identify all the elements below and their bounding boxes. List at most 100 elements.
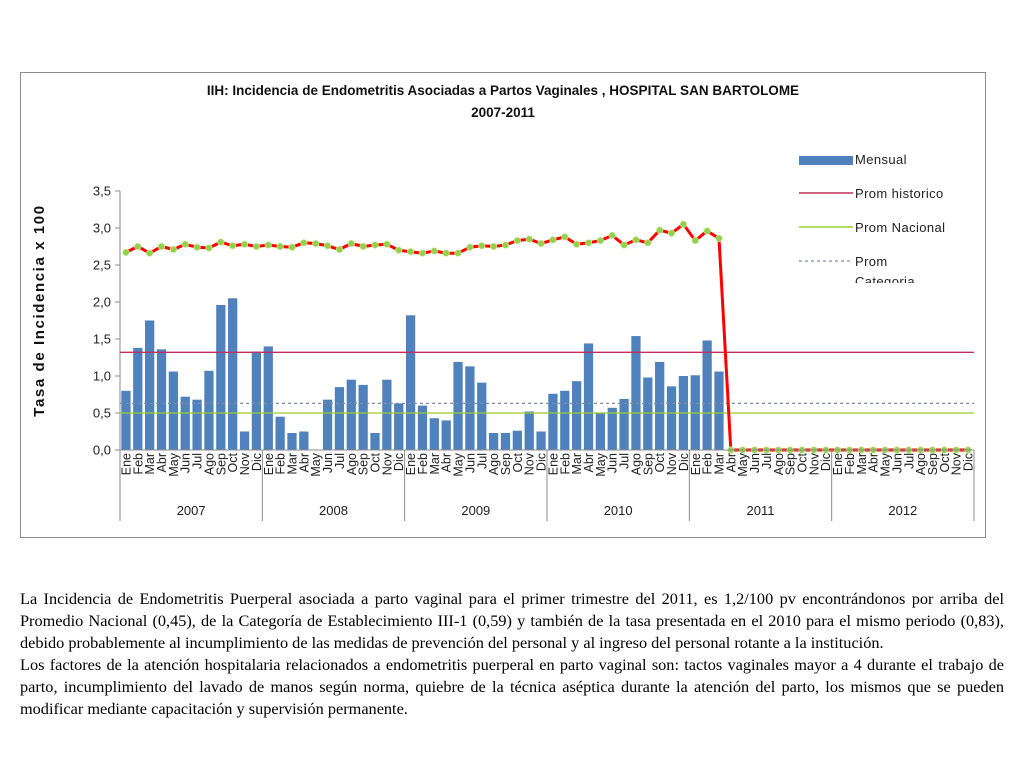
cumulative-rate-marker xyxy=(347,239,355,248)
bar-mensual xyxy=(702,340,712,450)
cumulative-rate-marker xyxy=(300,239,308,247)
bar-mensual xyxy=(228,298,238,450)
x-tick-label-month: Feb xyxy=(558,453,572,475)
cumulative-rate-marker xyxy=(395,246,403,254)
chart-title-line-2: 2007-2011 xyxy=(471,105,535,120)
y-tick-label: 3,5 xyxy=(93,184,111,199)
cumulative-rate-marker xyxy=(157,242,166,251)
x-tick-label-month: Nov xyxy=(950,452,964,475)
cumulative-rate-marker xyxy=(620,241,628,249)
x-tick-label-month: Ago xyxy=(914,453,928,475)
bar-mensual xyxy=(192,399,202,450)
x-tick-label-month: Sep xyxy=(641,453,655,475)
x-tick-label-month: Ago xyxy=(345,453,359,475)
cumulative-rate-marker xyxy=(667,229,676,237)
bar-mensual xyxy=(714,371,724,450)
description-paragraph-1: La Incidencia de Endometritis Puerperal … xyxy=(20,589,1004,652)
cumulative-rate-marker xyxy=(442,249,450,257)
x-tick-label-month: Mar xyxy=(713,453,727,475)
x-tick-label-month: Abr xyxy=(440,453,454,472)
bar-mensual xyxy=(453,361,463,450)
x-tick-label-month: Nov xyxy=(238,452,252,475)
cumulative-rate-marker xyxy=(276,242,284,251)
x-tick-label-year: 2012 xyxy=(888,503,917,518)
cumulative-rate-marker xyxy=(406,248,415,256)
cumulative-rate-marker xyxy=(335,245,344,254)
cumulative-rate-marker xyxy=(596,236,604,245)
x-tick-label-month: Oct xyxy=(938,452,952,472)
y-axis-label: Tasa de Incidencia x 100 xyxy=(31,204,48,416)
chart-title-line-1: IIH: Incidencia de Endometritis Asociada… xyxy=(207,83,799,98)
cumulative-rate-marker xyxy=(359,242,367,251)
x-tick-label-month: Jul xyxy=(475,453,489,469)
y-tick-label: 0,5 xyxy=(93,406,111,421)
x-tick-label-month: Jul xyxy=(760,453,774,469)
cumulative-rate-marker xyxy=(122,248,130,257)
x-tick-label-month: Feb xyxy=(131,453,145,475)
legend-swatch-mensual xyxy=(799,156,853,165)
x-tick-label-month: Ene xyxy=(546,453,560,475)
cumulative-rate-marker xyxy=(490,242,498,251)
cumulative-rate-marker xyxy=(169,245,177,254)
x-tick-label-month: Ene xyxy=(119,453,133,475)
bar-mensual xyxy=(500,432,511,450)
x-tick-label-month: Abr xyxy=(297,453,311,472)
cumulative-rate-marker xyxy=(608,231,616,239)
bar-mensual xyxy=(394,403,404,450)
legend-label-prom-nacional: Prom Nacional xyxy=(855,220,945,235)
bar-mensual xyxy=(145,320,155,450)
bar-mensual xyxy=(299,431,309,450)
cumulative-rate-marker xyxy=(146,249,154,257)
bar-mensual xyxy=(239,431,250,450)
x-tick-label-month: Nov xyxy=(807,452,821,475)
legend-label-prom-categoria-2: Categoria xyxy=(855,274,915,289)
cumulative-rate-marker xyxy=(561,233,569,241)
x-tick-label-year: 2008 xyxy=(319,503,348,518)
x-tick-label-month: Mar xyxy=(570,453,584,475)
bar-mensual xyxy=(560,390,570,450)
description-paragraph-2: Los factores de la atención hospitalaria… xyxy=(20,655,1004,718)
x-tick-label-month: Jul xyxy=(618,453,632,469)
chart: IIH: Incidencia de Endometritis Asociada… xyxy=(31,83,976,521)
bar-mensual xyxy=(287,432,297,450)
x-tick-label-month: Jun xyxy=(321,453,335,473)
x-tick-label-month: Ene xyxy=(689,453,703,475)
bar-mensual xyxy=(429,418,439,450)
x-tick-label-month: Ene xyxy=(404,453,418,475)
x-tick-label-month: Dic xyxy=(677,453,691,471)
x-tick-label-month: Abr xyxy=(582,453,596,472)
cumulative-rate-marker xyxy=(430,247,438,255)
x-tick-label-month: Jun xyxy=(463,453,477,473)
x-tick-label-month: Dic xyxy=(250,453,264,471)
x-tick-label-month: Ene xyxy=(262,453,276,475)
x-tick-label-month: Oct xyxy=(511,452,525,472)
x-tick-label-month: Sep xyxy=(357,453,371,475)
x-tick-label-month: Nov xyxy=(665,452,679,475)
x-tick-label-month: Mar xyxy=(428,453,442,475)
x-tick-label-month: Oct xyxy=(226,452,240,472)
cumulative-rate-marker xyxy=(573,240,581,248)
cumulative-rate-marker xyxy=(252,242,261,251)
x-tick-label-month: Feb xyxy=(274,453,288,475)
bar-mensual xyxy=(346,379,356,450)
x-tick-label-year: 2011 xyxy=(747,503,775,518)
cumulative-rate-marker xyxy=(478,242,486,250)
x-tick-label-month: May xyxy=(309,452,323,476)
bar-mensual xyxy=(121,390,131,450)
x-tick-label-month: Feb xyxy=(843,453,857,475)
x-tick-label-month: Sep xyxy=(926,453,940,475)
x-tick-label-month: Jun xyxy=(179,453,193,473)
bar-mensual xyxy=(251,351,262,450)
cumulative-rate-marker xyxy=(323,242,332,250)
bar-mensual xyxy=(322,399,333,450)
x-tick-label-month: Ago xyxy=(203,453,217,475)
cumulative-rate-marker xyxy=(691,236,699,245)
bar-mensual xyxy=(358,384,368,450)
cumulative-rate-marker xyxy=(715,234,723,242)
x-tick-label-year: 2009 xyxy=(461,503,490,518)
bar-mensual xyxy=(216,304,226,450)
cumulative-rate-marker xyxy=(656,226,664,234)
x-tick-label-month: Feb xyxy=(416,453,430,475)
x-tick-label-month: Jun xyxy=(748,453,762,473)
cumulative-rate-marker xyxy=(217,238,225,246)
